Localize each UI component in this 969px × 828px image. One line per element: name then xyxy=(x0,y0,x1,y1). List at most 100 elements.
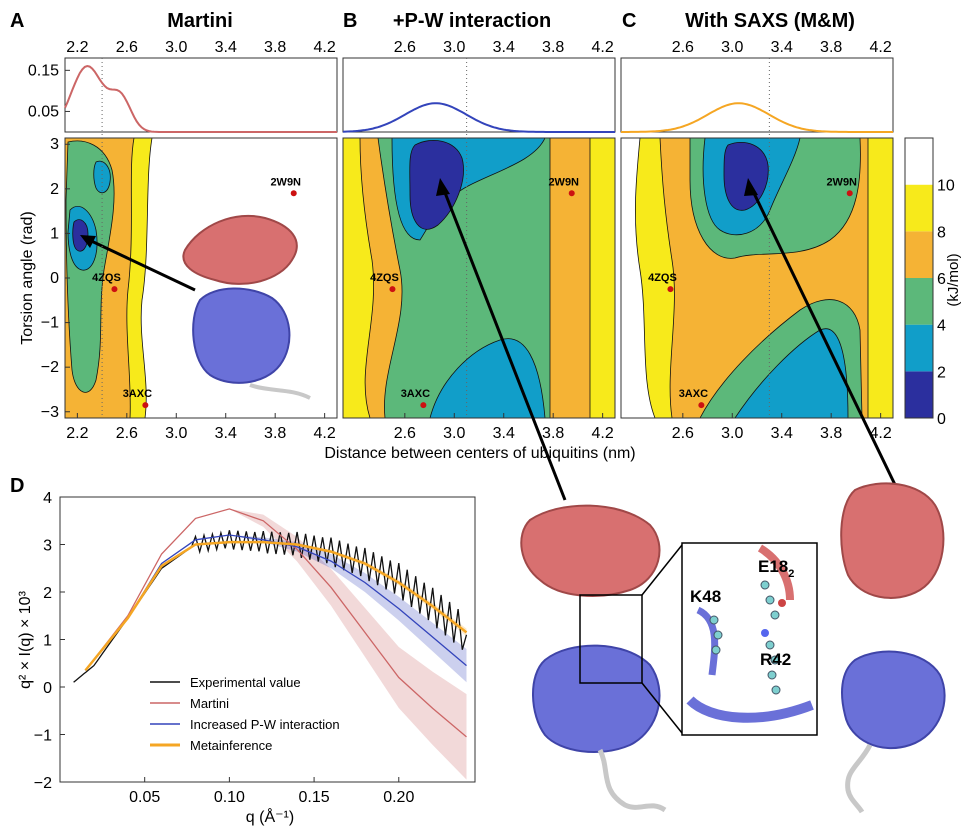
xtick-label-b: 3.4 xyxy=(493,425,515,442)
ytick-label: −1 xyxy=(41,315,59,332)
marginal-frame-b xyxy=(342,57,616,133)
colorbar-tick-label: 2 xyxy=(937,364,946,381)
top-xtick-label-a: 3.0 xyxy=(165,39,187,56)
ytick-label: 0 xyxy=(50,270,59,287)
inset-connector-bottom xyxy=(641,682,683,734)
arrow-b xyxy=(440,184,567,501)
colorbar-tick-label: 10 xyxy=(937,178,955,195)
line-xtick-label: 0.05 xyxy=(129,789,160,806)
colorbar: 0 2 4 6 8 10 xyxy=(904,137,955,428)
reference-point-3axc xyxy=(142,402,149,409)
reference-label-4zqs: 4ZQS xyxy=(92,272,121,284)
panel-letter-a: A xyxy=(10,10,24,32)
contour-blue-c xyxy=(723,141,769,211)
ytick-label: −2 xyxy=(41,359,59,376)
xtick-label-c: 2.6 xyxy=(672,425,694,442)
top-xtick-label-c: 4.2 xyxy=(870,39,892,56)
top-xtick-label-a: 3.4 xyxy=(215,39,237,56)
heatmap-ylabel: Torsion angle (rad) xyxy=(19,211,36,344)
marginal-curve-c xyxy=(621,102,893,133)
top-xtick-label-c: 3.0 xyxy=(721,39,743,56)
reference-point-4zqs xyxy=(389,286,396,293)
panel-title-b: +P-W interaction xyxy=(393,10,551,32)
marginal-frame-a xyxy=(64,57,338,133)
top-xtick-label-a: 4.2 xyxy=(314,39,336,56)
legend-label-1: Martini xyxy=(190,696,229,711)
xtick-label-a: 2.2 xyxy=(66,425,88,442)
series-line-1 xyxy=(84,508,467,738)
ytick-label: −3 xyxy=(41,404,59,421)
residue-e18-subscript: 2 xyxy=(788,568,794,580)
xtick-label-c: 3.4 xyxy=(771,425,793,442)
top-xtick-label-b: 2.6 xyxy=(394,39,416,56)
reference-label-3axc: 3AXC xyxy=(123,388,152,400)
xtick-label-c: 3.0 xyxy=(721,425,743,442)
arrowhead-a xyxy=(80,235,96,248)
map-frame-c xyxy=(620,137,894,419)
colorbar-tick-label: 6 xyxy=(937,271,946,288)
xtick-label-a: 2.6 xyxy=(116,425,138,442)
reference-label-2w9n: 2W9N xyxy=(548,176,579,188)
top-xtick-label-c: 2.6 xyxy=(672,39,694,56)
top-xtick-label-c: 3.8 xyxy=(820,39,842,56)
protein-structure-b xyxy=(520,504,683,813)
reference-label-4zqs: 4ZQS xyxy=(648,272,677,284)
line-xtick-label: 0.20 xyxy=(383,789,414,806)
contour-cyan-a2 xyxy=(93,160,111,194)
colorbar-band xyxy=(905,278,933,325)
colorbar-tick-label: 4 xyxy=(937,318,946,335)
legend-label-2: Increased P-W interaction xyxy=(190,717,340,732)
panel-letter-d: D xyxy=(10,475,24,497)
series-line-3 xyxy=(84,540,468,672)
top-xtick-label-a: 3.8 xyxy=(264,39,286,56)
marginal-frame-c xyxy=(620,57,894,133)
inset-box xyxy=(579,594,643,684)
reference-point-3axc xyxy=(420,402,427,409)
line-ytick-label: 3 xyxy=(43,538,52,555)
top-xtick-label-b: 3.8 xyxy=(542,39,564,56)
xtick-label-b: 3.0 xyxy=(443,425,465,442)
colorbar-band xyxy=(905,184,933,232)
line-ytick-label: −1 xyxy=(34,728,52,745)
residue-e18: E182 xyxy=(758,557,794,580)
line-ytick-label: −2 xyxy=(34,775,52,792)
reference-point-4zqs xyxy=(667,286,674,293)
residue-inset: K48 E182 R42 xyxy=(681,542,818,736)
free-energy-map-a xyxy=(65,138,337,418)
colorbar-frame xyxy=(904,137,934,419)
panel-c: 0 2 4 6 8 10 (kJ/mol) xyxy=(620,57,962,428)
arrow-c xyxy=(748,184,902,496)
colorbar-tick-label: 0 xyxy=(937,411,946,428)
top-xtick-label-b: 3.4 xyxy=(493,39,515,56)
xtick-label-c: 4.2 xyxy=(870,425,892,442)
reference-label-3axc: 3AXC xyxy=(679,388,708,400)
protein-structure-c xyxy=(840,482,946,814)
reference-label-2w9n: 2W9N xyxy=(826,176,857,188)
xtick-label-b: 3.8 xyxy=(542,425,564,442)
reference-label-2w9n: 2W9N xyxy=(270,176,301,188)
xtick-label-a: 3.8 xyxy=(264,425,286,442)
ytick-label: 2 xyxy=(50,181,59,198)
line-ytick-label: 1 xyxy=(43,633,52,650)
structure-illustrations: K48 E182 R42 xyxy=(436,178,946,814)
ytick-label: 1 xyxy=(50,225,59,242)
reference-point-2w9n xyxy=(846,190,853,197)
legend: Experimental value Martini Increased P-W i… xyxy=(150,675,340,753)
reference-point-2w9n xyxy=(568,190,575,197)
residue-k48: K48 xyxy=(690,587,721,606)
top-xtick-label-a: 2.6 xyxy=(116,39,138,56)
panel-letter-c: C xyxy=(622,10,636,32)
ytick-label: 3 xyxy=(50,136,59,153)
legend-label-0: Experimental value xyxy=(190,675,301,690)
reference-point-2w9n xyxy=(290,190,297,197)
marginal-ytick-label: 0.15 xyxy=(28,62,59,79)
colorbar-label: (kJ/mol) xyxy=(945,253,962,306)
line-xtick-label: 0.15 xyxy=(299,789,330,806)
panel-d: 0.05 0.10 0.15 0.20 4 3 2 1 0 −1 −2 q (Å⁻¹) q² × I… xyxy=(17,490,476,826)
reference-point-4zqs xyxy=(111,286,118,293)
line-ylabel: q² × I(q) × 10³ xyxy=(17,590,34,688)
heatmap-xlabel: Distance between centers of ubiquitins (… xyxy=(324,445,635,462)
protein-structure-a xyxy=(182,214,311,400)
colorbar-band xyxy=(905,371,933,418)
